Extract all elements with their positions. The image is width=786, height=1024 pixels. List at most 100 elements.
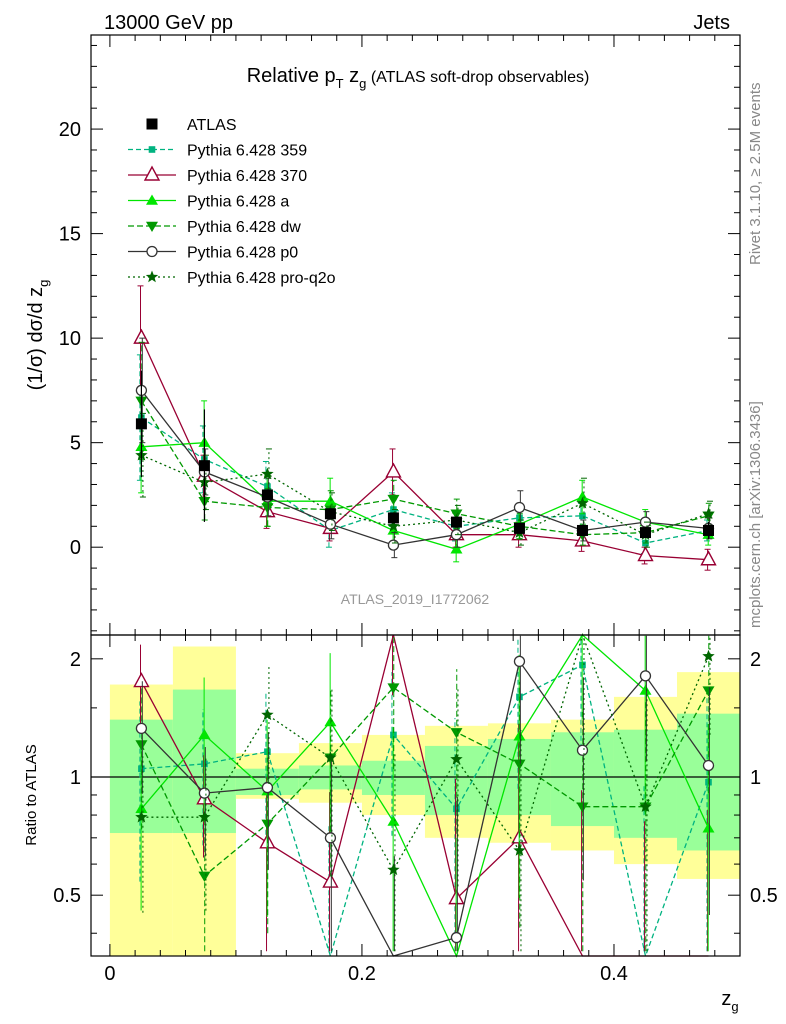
x-tick-label: 0 [104, 963, 115, 985]
ratio-line [140, 634, 710, 958]
data-point [450, 543, 463, 554]
legend-marker [146, 194, 158, 205]
ratio-point [702, 759, 715, 772]
x-axis-label: zg [721, 988, 738, 1014]
atlas-data-point [513, 522, 525, 534]
series-line [141, 454, 709, 536]
legend-label: Pythia 6.428 359 [187, 143, 307, 160]
ratio-point [387, 863, 400, 876]
atlas-data-point [135, 418, 147, 430]
data-point [513, 501, 526, 514]
ratio-point [702, 822, 715, 833]
y-axis-label: (1/σ) dσ/d zg [25, 280, 51, 391]
ratio-point [513, 655, 526, 668]
series-line [140, 390, 709, 546]
ratio-line [140, 686, 710, 877]
y-axis-label-sub: g [36, 280, 51, 287]
title-zg: z [344, 65, 360, 87]
ratio-point [261, 708, 274, 721]
ratio-point [135, 810, 148, 823]
data-point [637, 546, 654, 562]
ratio-point [387, 815, 400, 826]
ratio-point [324, 751, 337, 763]
header-jets-label: Jets [693, 12, 730, 34]
ratio-tick-label: 2 [70, 649, 81, 671]
ratio-series-pythia-6-428-dw [135, 635, 715, 952]
atlas-data-point [198, 460, 210, 472]
legend-marker [143, 165, 161, 181]
series-pythia-6-428-370 [133, 285, 717, 571]
ratio-y-axis-label: Ratio to ATLAS [23, 744, 40, 845]
legend-label: Pythia 6.428 a [187, 194, 289, 211]
header-energy-label: 13000 GeV pp [104, 12, 233, 34]
title-relative: Relative p [247, 65, 336, 87]
y-tick-label: 15 [59, 224, 81, 246]
atlas-data-point [387, 512, 399, 524]
ratio-point [133, 672, 150, 688]
ratio-point [135, 722, 148, 735]
plot-title: Relative pT zg (ATLAS soft-drop observab… [247, 65, 590, 91]
ratio-point [198, 810, 211, 823]
data-point [700, 550, 717, 566]
legend-label: Pythia 6.428 370 [187, 168, 307, 185]
series-pythia-6-428-a [135, 400, 715, 563]
data-point [576, 491, 589, 502]
ratio-line [141, 663, 710, 959]
data-point [261, 467, 274, 480]
ratio-point [702, 686, 715, 697]
legend-label: Pythia 6.428 p0 [187, 245, 298, 262]
legend-atlas-label: ATLAS [187, 117, 237, 134]
ratio-point [261, 819, 274, 830]
ratio-point [513, 843, 526, 856]
ratio-tick-label: 0.5 [53, 885, 81, 907]
ratio-point [450, 931, 463, 944]
ratio-point [198, 728, 211, 740]
data-point [387, 494, 400, 506]
data-point [387, 539, 400, 551]
data-point [133, 328, 150, 344]
y-tick-label: 10 [59, 328, 81, 350]
ratio-point [639, 670, 652, 682]
ratio-point [198, 787, 211, 799]
legend-atlas-marker [146, 118, 158, 130]
ratio-tick-label-right: 2 [750, 649, 761, 671]
ratio-tick-label-right: 0.5 [750, 885, 778, 907]
series-line [140, 400, 709, 536]
ratio-point [450, 752, 463, 765]
atlas-data-point [261, 489, 273, 501]
ratio-point [322, 872, 339, 888]
ratio-point [324, 832, 337, 844]
data-point [387, 519, 400, 532]
data-point [702, 507, 715, 519]
ratio-point [576, 744, 589, 756]
x-axis-label-sub: g [731, 999, 738, 1014]
ratio-tick-label: 1 [70, 767, 81, 789]
ratio-point [450, 728, 463, 739]
y-tick-label: 5 [70, 433, 81, 455]
x-tick-label: 0.2 [348, 963, 376, 985]
ratio-point [639, 684, 652, 695]
ratio-point [513, 759, 526, 770]
series-line [141, 417, 709, 544]
atlas-data-point [450, 516, 462, 528]
ratio-point [453, 805, 460, 813]
ratio-series-pythia-6-428-pro-q2o [135, 632, 715, 952]
atlas-data-point [639, 527, 651, 539]
atlas-data-point [702, 524, 714, 536]
ratio-line [140, 659, 710, 957]
series-pythia-6-428-pro-q2o [135, 412, 715, 548]
legend-marker [145, 270, 159, 283]
y-axis-label-main: (1/σ) dσ/d z [25, 287, 47, 391]
ratio-tick-label-right: 1 [750, 767, 761, 789]
ratio-point [261, 781, 274, 794]
legend-label: Pythia 6.428 pro-q2o [187, 270, 336, 287]
legend-marker [146, 245, 158, 258]
ratio-line [141, 632, 710, 872]
legend-marker [148, 146, 156, 153]
title-rest: (ATLAS soft-drop observables) [366, 69, 589, 86]
ratio-point [639, 800, 652, 812]
ratio-point [198, 871, 211, 882]
rivet-version-label: Rivet 3.1.10, ≥ 2.5M events [747, 83, 764, 266]
